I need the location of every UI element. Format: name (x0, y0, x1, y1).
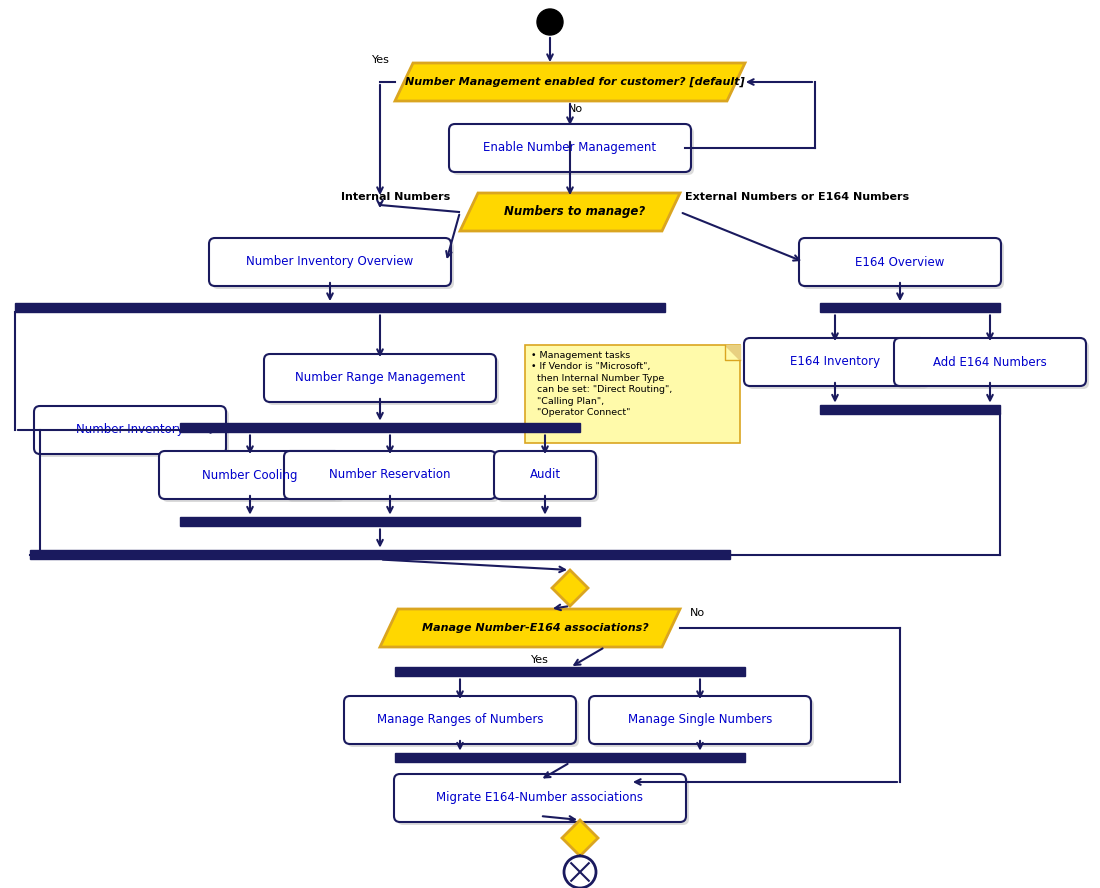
Bar (15, 304, 666, 313)
FancyBboxPatch shape (588, 696, 811, 744)
FancyBboxPatch shape (209, 238, 451, 286)
Bar (395, 668, 745, 677)
Text: Number Management enabled for customer? [default]: Number Management enabled for customer? … (405, 77, 745, 87)
FancyBboxPatch shape (287, 454, 499, 502)
Text: Numbers to manage?: Numbers to manage? (505, 205, 646, 218)
FancyBboxPatch shape (160, 451, 341, 499)
Polygon shape (562, 820, 598, 856)
Text: Yes: Yes (531, 655, 549, 665)
Text: Manage Number-E164 associations?: Manage Number-E164 associations? (421, 623, 648, 633)
FancyBboxPatch shape (264, 354, 496, 402)
Polygon shape (379, 609, 680, 647)
Text: Number Range Management: Number Range Management (295, 371, 465, 385)
FancyBboxPatch shape (592, 699, 814, 747)
Text: Manage Ranges of Numbers: Manage Ranges of Numbers (376, 713, 543, 726)
Bar (180, 518, 580, 527)
Polygon shape (552, 570, 589, 606)
Bar (820, 304, 1000, 313)
FancyBboxPatch shape (747, 341, 930, 389)
FancyBboxPatch shape (799, 238, 1001, 286)
Text: External Numbers or E164 Numbers: External Numbers or E164 Numbers (685, 192, 909, 202)
Circle shape (537, 9, 563, 35)
Text: Internal Numbers: Internal Numbers (341, 192, 450, 202)
Text: Number Cooling: Number Cooling (202, 469, 298, 481)
Text: No: No (690, 608, 705, 618)
Text: Number Inventory: Number Inventory (76, 424, 184, 437)
Text: Manage Single Numbers: Manage Single Numbers (628, 713, 772, 726)
Text: E164 Inventory: E164 Inventory (790, 355, 880, 369)
FancyBboxPatch shape (346, 699, 579, 747)
FancyBboxPatch shape (267, 357, 499, 405)
FancyBboxPatch shape (397, 777, 689, 825)
FancyBboxPatch shape (162, 454, 344, 502)
FancyBboxPatch shape (525, 345, 740, 443)
Text: • Management tasks
• If Vendor is "Microsoft",
  then Internal Number Type
  can: • Management tasks • If Vendor is "Micro… (531, 351, 672, 417)
Polygon shape (395, 63, 745, 101)
FancyBboxPatch shape (894, 338, 1086, 386)
FancyBboxPatch shape (212, 241, 454, 289)
Text: Number Reservation: Number Reservation (329, 469, 451, 481)
FancyBboxPatch shape (394, 774, 686, 822)
FancyBboxPatch shape (802, 241, 1004, 289)
FancyBboxPatch shape (37, 409, 229, 457)
FancyBboxPatch shape (284, 451, 496, 499)
Text: Migrate E164-Number associations: Migrate E164-Number associations (437, 791, 644, 805)
FancyBboxPatch shape (34, 406, 225, 454)
FancyBboxPatch shape (744, 338, 926, 386)
Text: Audit: Audit (529, 469, 561, 481)
FancyBboxPatch shape (497, 454, 600, 502)
Bar (30, 551, 730, 559)
Text: E164 Overview: E164 Overview (856, 256, 945, 268)
Text: No: No (568, 104, 583, 114)
Text: Add E164 Numbers: Add E164 Numbers (933, 355, 1047, 369)
Text: Yes: Yes (372, 55, 390, 65)
Circle shape (564, 856, 596, 888)
Bar (820, 406, 1000, 415)
FancyBboxPatch shape (494, 451, 596, 499)
Text: Enable Number Management: Enable Number Management (483, 141, 657, 155)
FancyBboxPatch shape (452, 127, 694, 175)
Polygon shape (725, 345, 740, 360)
FancyBboxPatch shape (896, 341, 1089, 389)
Bar (180, 424, 580, 432)
Polygon shape (460, 193, 680, 231)
Bar (395, 754, 745, 763)
FancyBboxPatch shape (449, 124, 691, 172)
FancyBboxPatch shape (344, 696, 576, 744)
Text: Number Inventory Overview: Number Inventory Overview (246, 256, 414, 268)
